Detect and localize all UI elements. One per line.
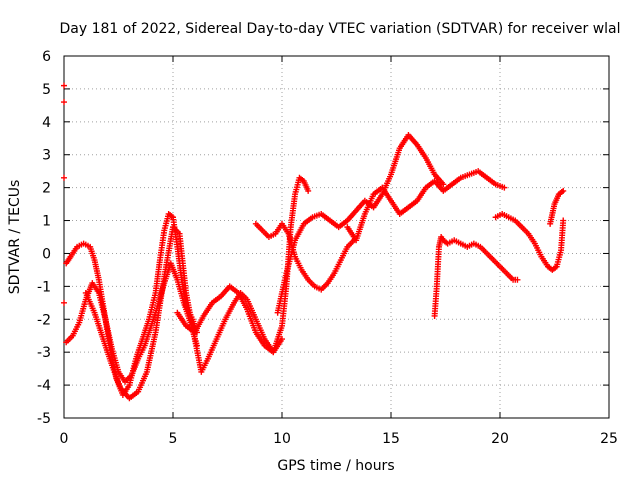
y-tick-label: 0	[42, 246, 51, 262]
x-tick-label: 0	[60, 431, 69, 447]
data-points	[61, 82, 567, 402]
x-tick-label: 15	[382, 431, 400, 447]
y-tick-label: -3	[37, 345, 51, 361]
plot-frame	[63, 55, 610, 419]
x-tick-label: 25	[600, 431, 618, 447]
x-tick-label: 20	[491, 431, 509, 447]
data-point	[61, 299, 67, 306]
grid-lines	[64, 56, 609, 418]
data-point	[440, 181, 447, 188]
x-tick-label: 10	[273, 431, 291, 447]
axis-ticks: 0 5 10 15 20 25 -5 -4 -3 -2 -1 0 1 2 3 4 5 6	[37, 49, 618, 447]
y-tick-label: -5	[37, 411, 51, 427]
y-tick-label: -4	[37, 378, 51, 394]
y-tick-label: 4	[42, 115, 51, 131]
data-point	[61, 99, 67, 106]
data-point	[305, 187, 312, 194]
y-tick-label: -1	[37, 279, 51, 295]
x-tick-label: 5	[169, 431, 178, 447]
y-tick-label: 3	[42, 148, 51, 164]
y-axis-label: SDTVAR / TECUs	[7, 180, 23, 295]
data-point	[560, 217, 567, 224]
y-tick-label: 1	[42, 214, 51, 230]
y-tick-label: -2	[37, 312, 51, 328]
data-point	[61, 174, 67, 181]
data-point	[514, 276, 521, 283]
y-tick-label: 2	[42, 181, 51, 197]
data-point	[560, 187, 567, 194]
data-point	[61, 82, 67, 89]
data-point	[501, 184, 508, 191]
x-axis-label: GPS time / hours	[277, 458, 394, 474]
y-tick-label: 5	[42, 82, 51, 98]
chart-title: Day 181 of 2022, Sidereal Day-to-day VTE…	[59, 21, 620, 37]
y-tick-label: 6	[42, 49, 51, 65]
